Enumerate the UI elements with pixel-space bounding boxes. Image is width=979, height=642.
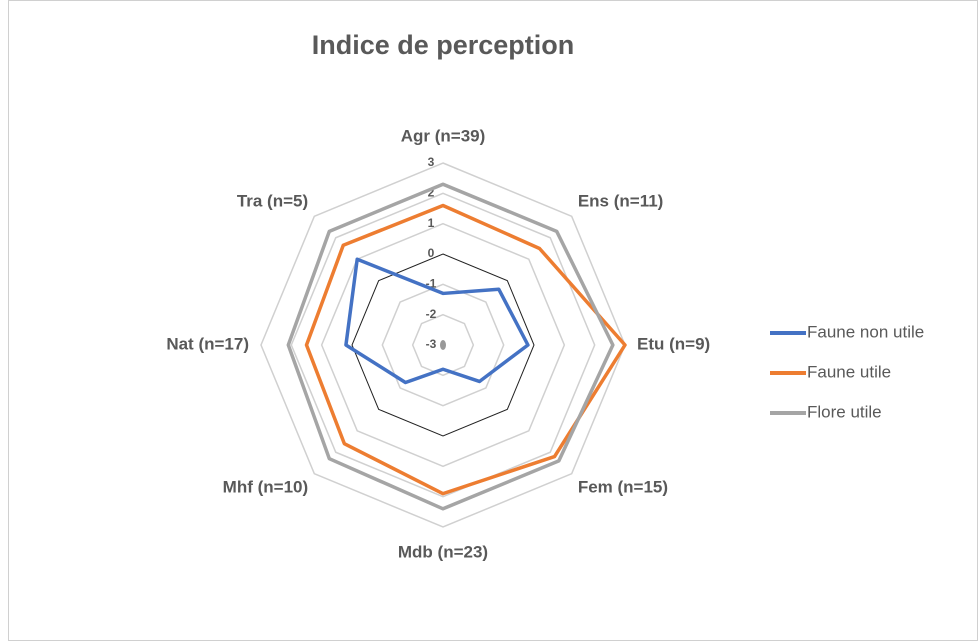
- r-tick-label: 1: [428, 216, 435, 230]
- center-dot: [440, 340, 446, 350]
- grid-ring: [381, 283, 505, 407]
- category-label: Fem (n=15): [578, 477, 668, 496]
- r-tick-label: 2: [428, 186, 435, 200]
- r-tick-label: -2: [426, 307, 437, 321]
- grid-ring: [290, 192, 596, 498]
- series-line: [344, 257, 530, 385]
- category-label: Etu (n=9): [637, 334, 710, 353]
- grid-ring: [320, 222, 566, 468]
- grid-ring: [411, 313, 475, 377]
- legend-label: Faune utile: [807, 362, 891, 381]
- r-tick-label: -1: [426, 277, 437, 291]
- category-label: Agr (n=39): [401, 126, 486, 145]
- legend-label: Faune non utile: [807, 322, 924, 341]
- category-label: Tra (n=5): [237, 192, 308, 211]
- r-tick-label: 3: [428, 155, 435, 169]
- category-label: Ens (n=11): [578, 192, 664, 211]
- chart-title: Indice de perception: [312, 30, 575, 60]
- category-label: Nat (n=17): [166, 334, 249, 353]
- series-line: [304, 203, 627, 496]
- category-label: Mdb (n=23): [398, 542, 488, 561]
- category-label: Mhf (n=10): [223, 477, 308, 496]
- grid-ring: [260, 162, 626, 528]
- series-line: [286, 182, 615, 511]
- r-tick-label: -3: [426, 337, 437, 351]
- r-tick-label: 0: [428, 246, 435, 260]
- grid-ring: [351, 253, 535, 437]
- legend-label: Flore utile: [807, 402, 882, 421]
